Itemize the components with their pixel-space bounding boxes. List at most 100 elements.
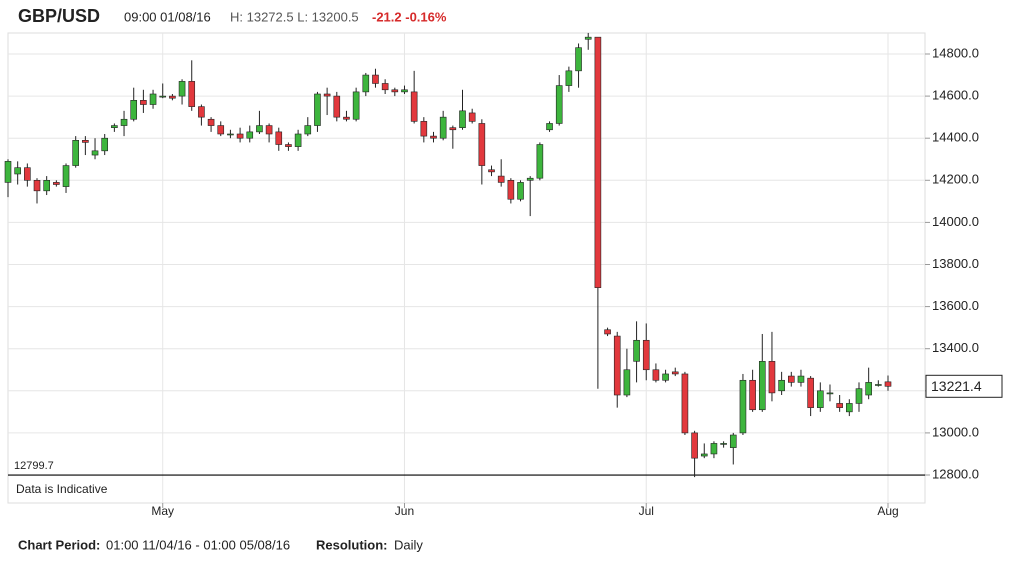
candle-body <box>633 339 640 362</box>
y-tick-label: 12800.0 <box>932 466 979 481</box>
candle-body <box>256 125 263 133</box>
period-low-label: 12799.7 <box>14 460 54 472</box>
candle-body <box>304 125 312 135</box>
plot-frame <box>7 32 926 504</box>
candle-body <box>265 125 273 135</box>
candle-body <box>285 144 292 147</box>
candle-body <box>497 175 505 183</box>
y-tick-label: 13400.0 <box>932 340 979 355</box>
candle-body <box>14 167 21 175</box>
candle-body <box>72 140 79 166</box>
candle-body <box>62 165 70 187</box>
candle-body <box>507 180 515 200</box>
candle-body <box>323 93 331 97</box>
candle-body <box>526 177 534 181</box>
candle-body <box>846 403 853 413</box>
candle-body <box>217 125 225 135</box>
candle-body <box>565 70 573 86</box>
y-tick-label: 14000.0 <box>932 214 979 229</box>
candle-body <box>710 443 718 455</box>
candle-body <box>275 131 283 145</box>
y-tick-label: 14600.0 <box>932 88 979 103</box>
candle-body <box>575 47 582 72</box>
y-tick-label: 14800.0 <box>932 45 979 60</box>
symbol: GBP/USD <box>18 6 100 26</box>
candle-body <box>807 377 814 408</box>
candle-body <box>314 93 321 126</box>
candle-body <box>623 369 631 396</box>
candle-body <box>4 161 12 183</box>
candle-body <box>768 361 776 394</box>
candle-body <box>797 375 805 383</box>
candle-body <box>817 390 824 408</box>
candle-body <box>884 381 892 387</box>
x-tick-label: Jul <box>639 504 654 518</box>
candle-body <box>478 123 486 166</box>
candle-body <box>739 379 747 434</box>
candle-body <box>410 91 418 122</box>
candle-body <box>836 403 843 408</box>
candle-body <box>227 133 234 136</box>
candle-body <box>188 81 196 107</box>
candle-body <box>82 140 89 143</box>
candle-body <box>604 329 611 335</box>
candle-body <box>178 81 186 97</box>
candle-body <box>130 100 138 120</box>
resolution-label: Resolution: <box>316 537 388 552</box>
candle-body <box>488 169 495 173</box>
x-tick-label: Aug <box>877 504 898 518</box>
candle-body <box>33 180 41 192</box>
candle-body <box>875 384 882 386</box>
candle-body <box>555 85 563 124</box>
candle-body <box>149 93 157 105</box>
candle-body <box>652 369 660 381</box>
candle-body <box>362 74 370 93</box>
candle-body <box>517 182 524 200</box>
candle-body <box>729 434 737 448</box>
y-tick-label: 14400.0 <box>932 130 979 145</box>
x-tick-label: May <box>151 504 174 518</box>
candle-body <box>294 133 302 147</box>
candle-body <box>546 123 553 131</box>
candle-body <box>449 127 457 131</box>
candle-body <box>681 373 689 434</box>
candle-body <box>91 150 99 156</box>
candle-body <box>53 182 60 185</box>
y-tick-label: 13800.0 <box>932 256 979 271</box>
candle-body <box>111 125 118 128</box>
candle-body <box>169 95 176 99</box>
candle-body <box>430 135 437 139</box>
y-tick-label: 14200.0 <box>932 172 979 187</box>
candle-body <box>198 106 205 118</box>
candle-body <box>391 89 399 93</box>
x-tick-label: Jun <box>395 504 414 518</box>
candle-body <box>749 379 756 411</box>
high-low: H: 13272.5 L: 13200.5 <box>230 9 359 24</box>
candle-body <box>778 379 785 392</box>
candle-body <box>720 443 727 445</box>
candle-body <box>662 373 669 381</box>
candle-body <box>207 118 215 126</box>
candle-body <box>594 36 602 288</box>
y-tick-label: 13600.0 <box>932 298 979 313</box>
candle-body <box>855 388 863 404</box>
candle-body <box>642 339 650 371</box>
candle-body <box>401 89 408 93</box>
last-price-box <box>925 374 1003 398</box>
candle-body <box>140 100 147 105</box>
candle-body <box>236 133 244 139</box>
resolution: Daily <box>394 537 423 552</box>
candle-body <box>101 137 109 152</box>
candle-body <box>420 121 428 137</box>
candle-body <box>671 371 679 375</box>
candle-body <box>43 180 50 192</box>
candle-body <box>439 116 447 139</box>
y-tick-label: 13000.0 <box>932 424 979 439</box>
candle-body <box>584 36 592 40</box>
candle-body <box>459 110 466 128</box>
candle-body <box>536 144 544 179</box>
candle-body <box>372 74 379 84</box>
candle-body <box>468 112 476 122</box>
time: 09:00 01/08/16 <box>124 9 211 24</box>
